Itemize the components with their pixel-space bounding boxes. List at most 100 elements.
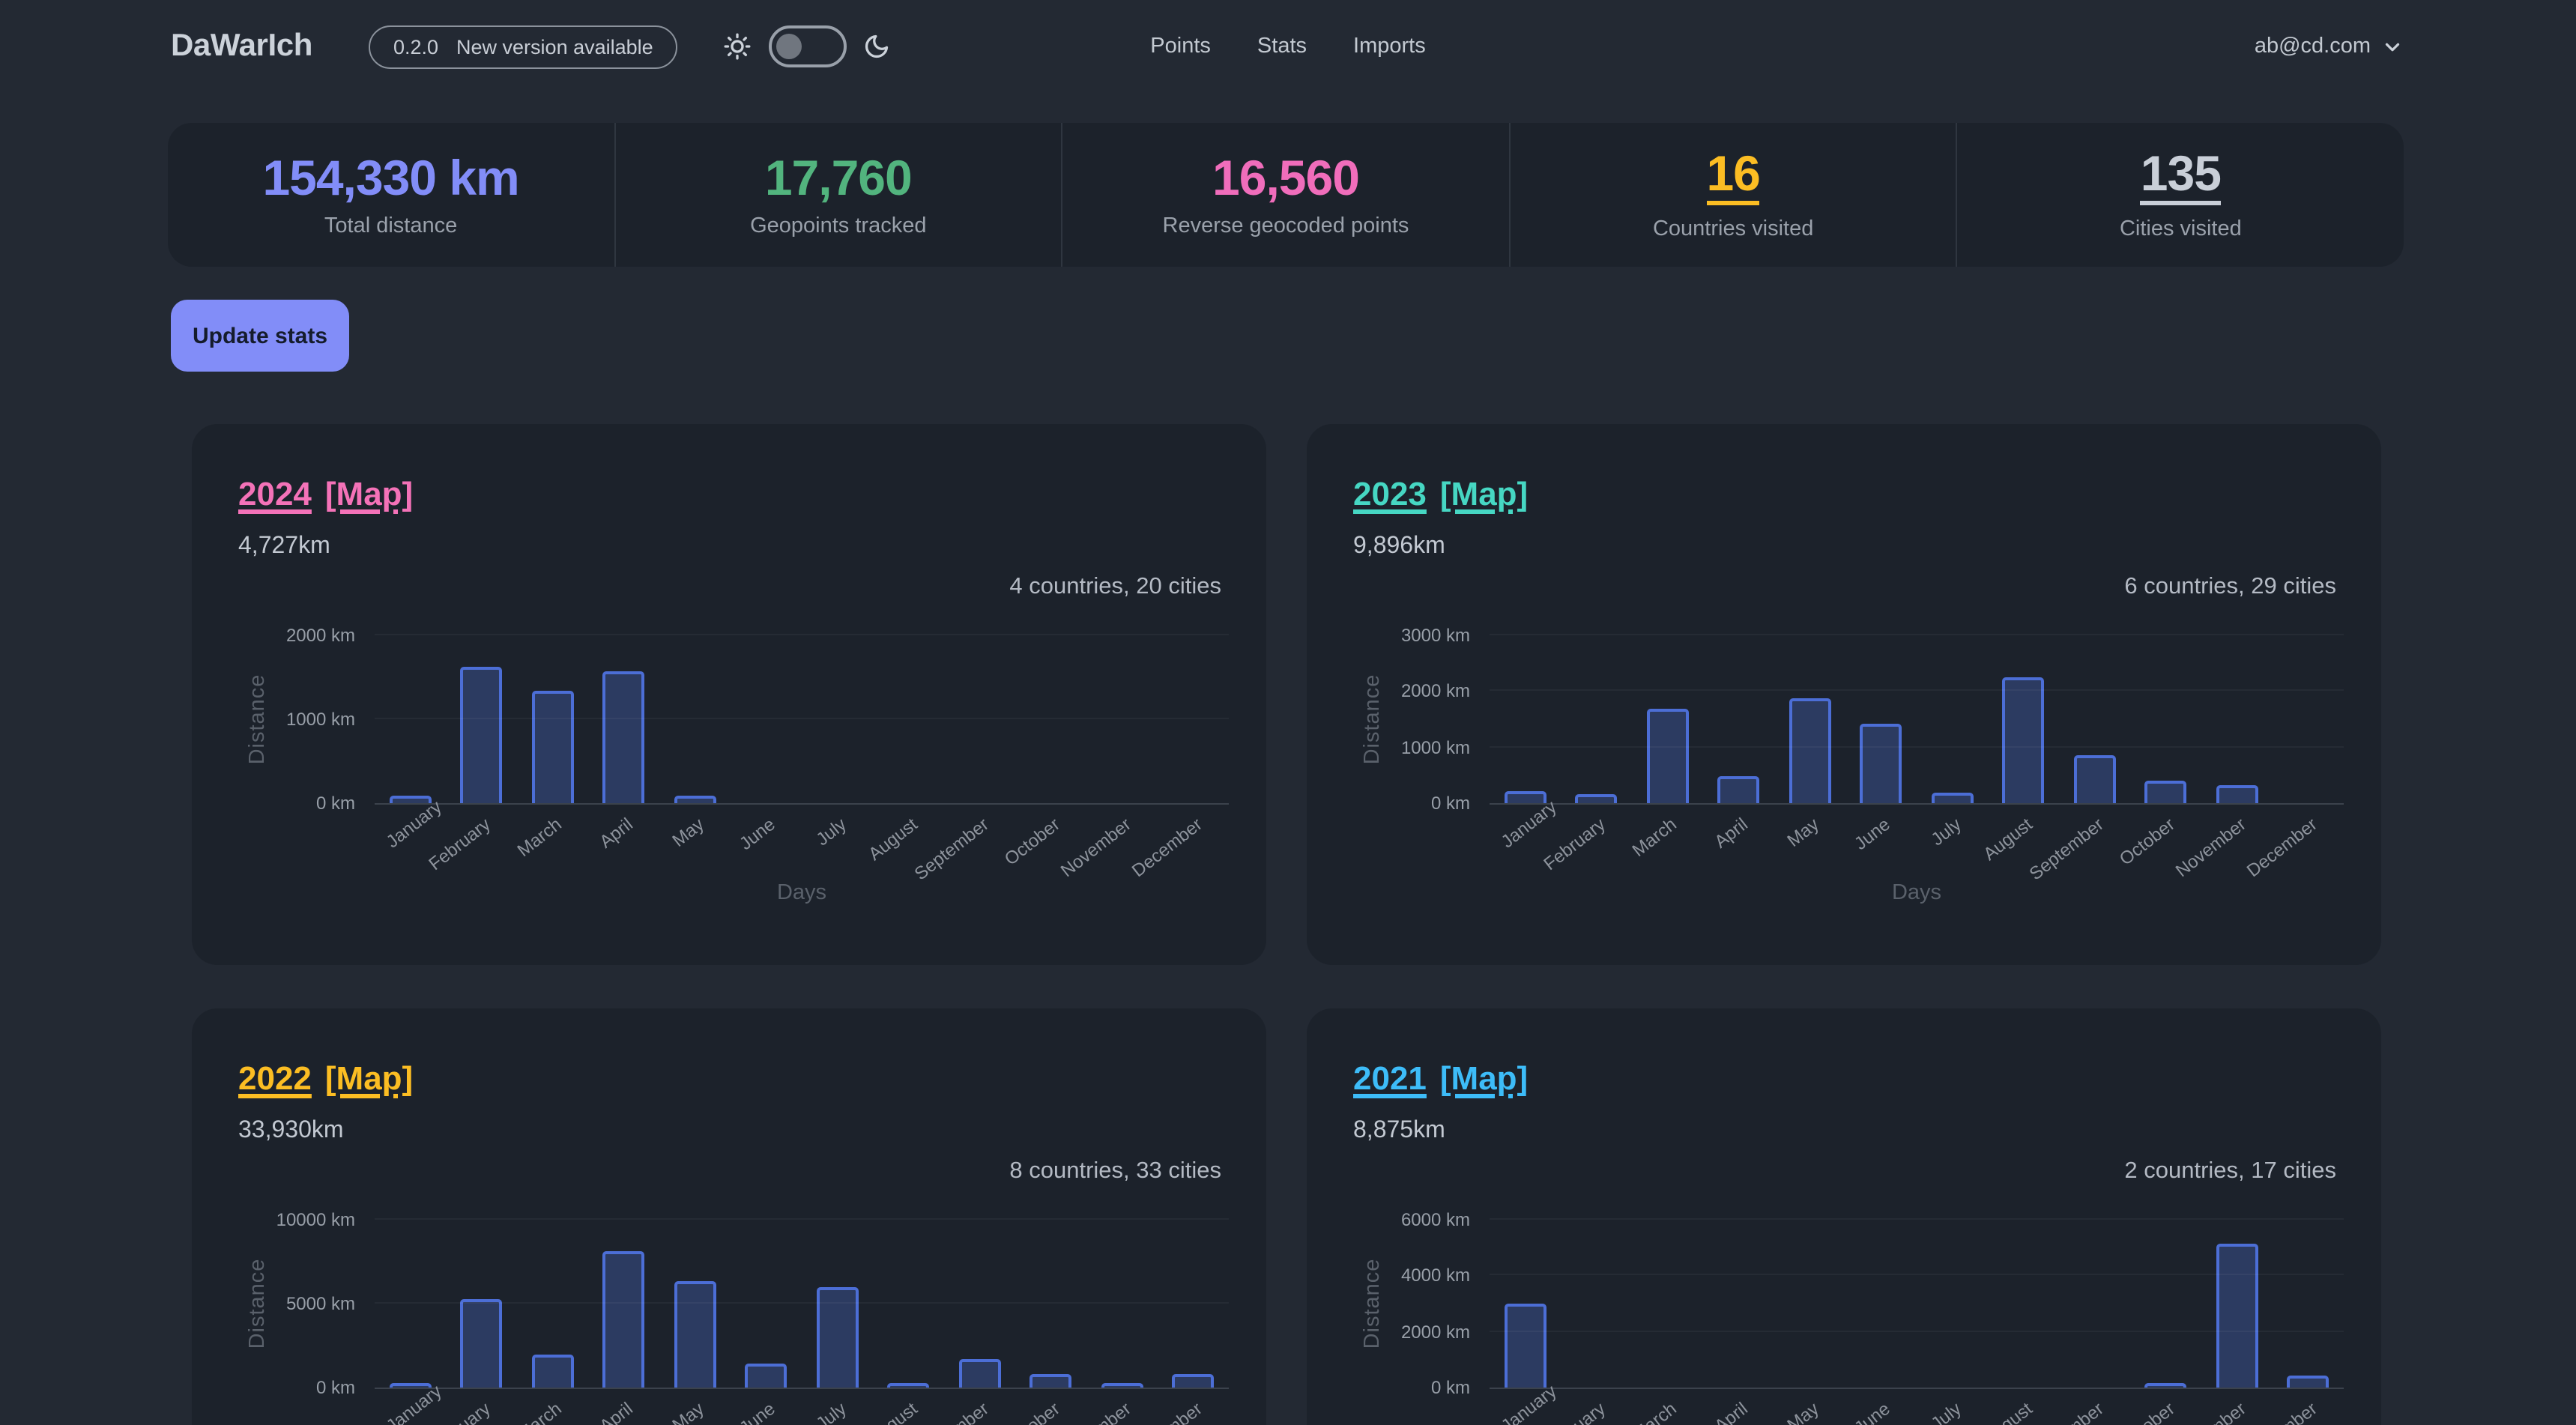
bar-2023-june[interactable] xyxy=(1860,724,1902,803)
update-stats-button[interactable]: Update stats xyxy=(171,300,349,372)
cities-visited-link[interactable]: 135 xyxy=(2140,148,2222,205)
sun-icon xyxy=(722,31,752,61)
x-tick-label-january: January xyxy=(382,796,446,853)
stat-countries-visited: 16 Countries visited xyxy=(1508,123,1956,267)
stat-geopoints-label: Geopoints tracked xyxy=(750,214,927,238)
gridline xyxy=(1490,1274,2344,1276)
version-number: 0.2.0 xyxy=(393,35,439,58)
bar-2021-january[interactable] xyxy=(1504,1304,1546,1388)
version-badge[interactable]: 0.2.0 New version available xyxy=(369,25,677,68)
year-link-2024[interactable]: 2024 xyxy=(238,475,312,512)
year-summary: 4 countries, 20 cities xyxy=(1009,574,1221,600)
x-tick-label-january: January xyxy=(382,1380,446,1425)
year-map-link[interactable]: [Map] xyxy=(1439,1059,1529,1097)
year-distance: 8,875km xyxy=(1353,1118,1445,1144)
y-tick-label: 6000 km xyxy=(1400,1209,1470,1230)
bar-2021-november[interactable] xyxy=(2216,1244,2258,1388)
year-summary: 6 countries, 29 cities xyxy=(2124,574,2336,600)
bar-2022-august[interactable] xyxy=(887,1383,930,1388)
bar-2023-october[interactable] xyxy=(2144,781,2187,803)
year-map-link[interactable]: [Map] xyxy=(324,1059,414,1097)
gridline xyxy=(375,718,1229,719)
bar-2022-april[interactable] xyxy=(602,1251,645,1388)
chart-bars xyxy=(1490,1220,2344,1388)
bar-2024-april[interactable] xyxy=(602,671,645,803)
theme-toggle-knob xyxy=(775,34,802,59)
stat-cities-visited-label: Cities visited xyxy=(2119,217,2242,241)
bar-2022-november[interactable] xyxy=(1101,1383,1143,1388)
main-nav: Points Stats Imports xyxy=(1150,34,1425,58)
y-tick-label: 2000 km xyxy=(285,625,355,646)
gridline xyxy=(375,1302,1229,1304)
bar-2023-january[interactable] xyxy=(1504,791,1546,803)
year-links: 2024 [Map] xyxy=(238,475,1221,515)
bar-2022-june[interactable] xyxy=(745,1364,787,1388)
bar-2021-october[interactable] xyxy=(2144,1383,2187,1388)
stat-total-distance: 154,330 km Total distance xyxy=(168,123,614,267)
bar-2022-february[interactable] xyxy=(460,1299,503,1388)
year-map-link[interactable]: [Map] xyxy=(1439,475,1529,512)
gridline xyxy=(375,634,1229,635)
y-tick-label: 0 km xyxy=(1430,1377,1470,1398)
account-menu[interactable]: ab@cd.com xyxy=(2255,34,2404,58)
bar-2022-march[interactable] xyxy=(531,1355,574,1388)
bar-2023-march[interactable] xyxy=(1646,709,1689,803)
year-card: 2021 [Map] 8,875km 2 countries, 17 citie… xyxy=(1307,1008,2381,1425)
bar-2022-may[interactable] xyxy=(674,1281,716,1388)
year-links: 2021 [Map] xyxy=(1353,1059,2336,1099)
y-tick-label: 4000 km xyxy=(1400,1265,1470,1286)
bar-2023-september[interactable] xyxy=(2073,755,2116,803)
stat-cities-visited: 135 Cities visited xyxy=(1956,123,2404,267)
y-tick-label: 0 km xyxy=(315,1377,355,1398)
bar-2021-december[interactable] xyxy=(2287,1376,2329,1388)
bar-2022-january[interactable] xyxy=(389,1383,432,1388)
countries-visited-link[interactable]: 16 xyxy=(1706,148,1761,205)
bar-2023-may[interactable] xyxy=(1789,698,1831,803)
year-card-header: 2023 [Map] 9,896km 6 countries, 29 citie… xyxy=(1307,424,2381,602)
year-distance: 33,930km xyxy=(238,1118,344,1144)
bar-2023-april[interactable] xyxy=(1717,776,1760,803)
app-logo[interactable]: DaWarIch xyxy=(171,28,312,63)
year-link-2023[interactable]: 2023 xyxy=(1353,475,1427,512)
bar-2023-july[interactable] xyxy=(1931,793,1974,803)
gridline xyxy=(1490,1218,2344,1220)
theme-toggle[interactable] xyxy=(768,25,847,67)
stat-reverse-geocoded-label: Reverse geocoded points xyxy=(1162,214,1409,238)
theme-controls xyxy=(722,25,890,67)
chart-bars xyxy=(375,635,1229,803)
nav-link-points[interactable]: Points xyxy=(1150,34,1211,58)
x-tick-label-january: January xyxy=(1497,796,1561,853)
distance-bar-chart: Distance JanuaryFebruaryMarchAprilMayJun… xyxy=(1361,1209,2344,1425)
year-map-link[interactable]: [Map] xyxy=(324,475,414,512)
chevron-down-icon xyxy=(2381,35,2404,58)
year-cards-grid: 2024 [Map] 4,727km 4 countries, 20 citie… xyxy=(192,424,2381,1425)
bar-2022-september[interactable] xyxy=(958,1359,1001,1388)
bar-2022-october[interactable] xyxy=(1030,1374,1072,1388)
bar-2024-february[interactable] xyxy=(460,667,503,803)
year-link-2022[interactable]: 2022 xyxy=(238,1059,312,1097)
nav-link-stats[interactable]: Stats xyxy=(1257,34,1307,58)
bar-2023-february[interactable] xyxy=(1575,794,1618,803)
bar-2024-january[interactable] xyxy=(389,796,432,803)
bar-2024-may[interactable] xyxy=(674,796,716,803)
bar-2023-november[interactable] xyxy=(2216,785,2258,803)
stat-total-distance-label: Total distance xyxy=(324,214,458,238)
y-tick-label: 10000 km xyxy=(276,1209,355,1230)
version-message: New version available xyxy=(456,35,653,58)
bar-2022-july[interactable] xyxy=(816,1287,859,1388)
nav-link-imports[interactable]: Imports xyxy=(1353,34,1426,58)
y-tick-label: 2000 km xyxy=(1400,680,1470,702)
chart-bars xyxy=(1490,635,2344,803)
year-card: 2022 [Map] 33,930km 8 countries, 33 citi… xyxy=(192,1008,1266,1425)
year-link-2021[interactable]: 2021 xyxy=(1353,1059,1427,1097)
chart-x-axis-title: Days xyxy=(776,881,827,905)
chart-y-axis-title: Distance xyxy=(1361,1258,1385,1349)
bar-2022-december[interactable] xyxy=(1172,1374,1215,1388)
navbar: DaWarIch 0.2.0 New version available xyxy=(0,0,2576,93)
year-card: 2023 [Map] 9,896km 6 countries, 29 citie… xyxy=(1307,424,2381,965)
bar-2023-august[interactable] xyxy=(2002,677,2045,803)
bar-2024-march[interactable] xyxy=(531,691,574,803)
year-summary: 2 countries, 17 cities xyxy=(2124,1158,2336,1185)
